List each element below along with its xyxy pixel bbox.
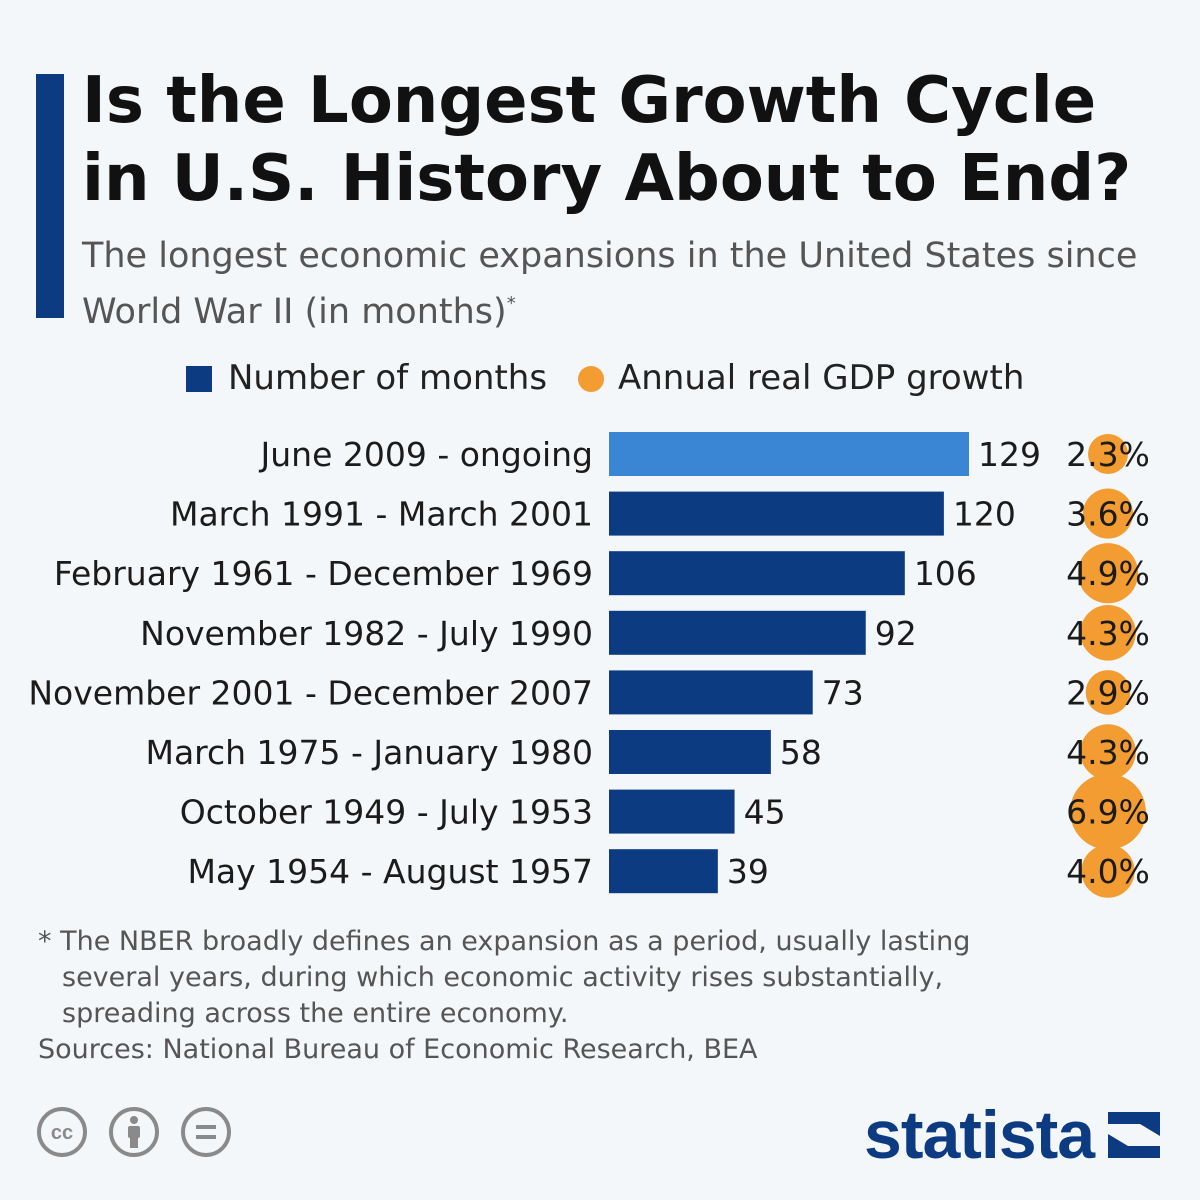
bar-value-label: 120 [953, 495, 1016, 534]
gdp-dot[interactable] [1082, 488, 1134, 539]
category-label: March 1975 - January 1980 [145, 733, 593, 772]
category-label: February 1961 - December 1969 [54, 554, 593, 593]
bar-months[interactable] [609, 491, 944, 536]
gdp-dot[interactable] [1080, 724, 1136, 780]
gdp-dot[interactable] [1080, 605, 1136, 661]
gdp-value-label: 4.3% [1066, 733, 1150, 772]
bar-months[interactable] [609, 789, 735, 834]
gdp-dot[interactable] [1088, 434, 1128, 474]
subtitle-note-marker: * [506, 293, 516, 314]
bar-months[interactable] [609, 432, 969, 476]
no-derivatives-icon[interactable] [180, 1106, 232, 1158]
bar-months[interactable] [609, 730, 771, 774]
legend-label-gdp: Annual real GDP growth [618, 358, 1025, 398]
gdp-value-label: 4.9% [1066, 554, 1150, 593]
bar-chart: June 2009 - ongoing 129 2.3% March 1991 - M… [28, 432, 1150, 898]
statista-mark-icon [1108, 1112, 1160, 1158]
gdp-dot[interactable] [1081, 844, 1135, 898]
gdp-value-label: 4.0% [1066, 852, 1150, 891]
footnote-line: spreading across the entire economy. [62, 998, 569, 1029]
footnote: * The NBER broadly defines an expansion … [38, 924, 1038, 1032]
sources-note: Sources: National Bureau of Economic Res… [38, 1034, 758, 1065]
category-label: November 2001 - December 2007 [28, 673, 593, 712]
gdp-dot[interactable] [1070, 773, 1146, 850]
category-label: March 1991 - March 2001 [170, 495, 593, 534]
subtitle-text: The longest economic expansions in the U… [82, 236, 1138, 332]
gdp-value-label: 6.9% [1066, 793, 1150, 832]
bar-value-label: 58 [780, 733, 822, 772]
bar-months[interactable] [609, 849, 718, 894]
gdp-dot[interactable] [1077, 543, 1139, 604]
bar-months[interactable] [609, 610, 866, 655]
bar-value-label: 92 [875, 614, 917, 653]
title-accent-bar [36, 74, 64, 318]
creative-commons-icon[interactable]: cc [36, 1106, 88, 1158]
category-label: June 2009 - ongoing [259, 435, 594, 474]
legend-label-months: Number of months [228, 358, 548, 398]
cc-icon-text: cc [51, 1122, 73, 1144]
legend-dot-icon [578, 366, 604, 392]
gdp-value-label: 4.3% [1066, 614, 1150, 653]
category-label: November 1982 - July 1990 [140, 614, 593, 653]
gdp-dot[interactable] [1085, 670, 1131, 715]
category-label: October 1949 - July 1953 [180, 793, 593, 832]
bar-value-label: 45 [744, 793, 786, 832]
page-title: Is the Longest Growth Cycle in U.S. Hist… [82, 64, 1132, 216]
bar-months[interactable] [609, 551, 905, 596]
category-label: May 1954 - August 1957 [187, 852, 593, 891]
logo-wordmark: statista [864, 1097, 1095, 1173]
footnote-line: several years, during which economic act… [62, 962, 944, 993]
attribution-icon[interactable] [108, 1106, 160, 1158]
gdp-value-label: 2.9% [1066, 673, 1150, 712]
gdp-value-label: 2.3% [1066, 435, 1150, 474]
bar-value-label: 129 [978, 435, 1041, 474]
footnote-line: * The NBER broadly defines an expansion … [38, 926, 971, 957]
legend-square-icon [186, 366, 212, 392]
bar-months[interactable] [609, 670, 813, 715]
bar-value-label: 39 [727, 852, 769, 891]
bar-value-label: 73 [822, 673, 864, 712]
bar-value-label: 106 [914, 554, 977, 593]
gdp-value-label: 3.6% [1066, 495, 1150, 534]
chart-subtitle: The longest economic expansions in the U… [82, 232, 1162, 336]
